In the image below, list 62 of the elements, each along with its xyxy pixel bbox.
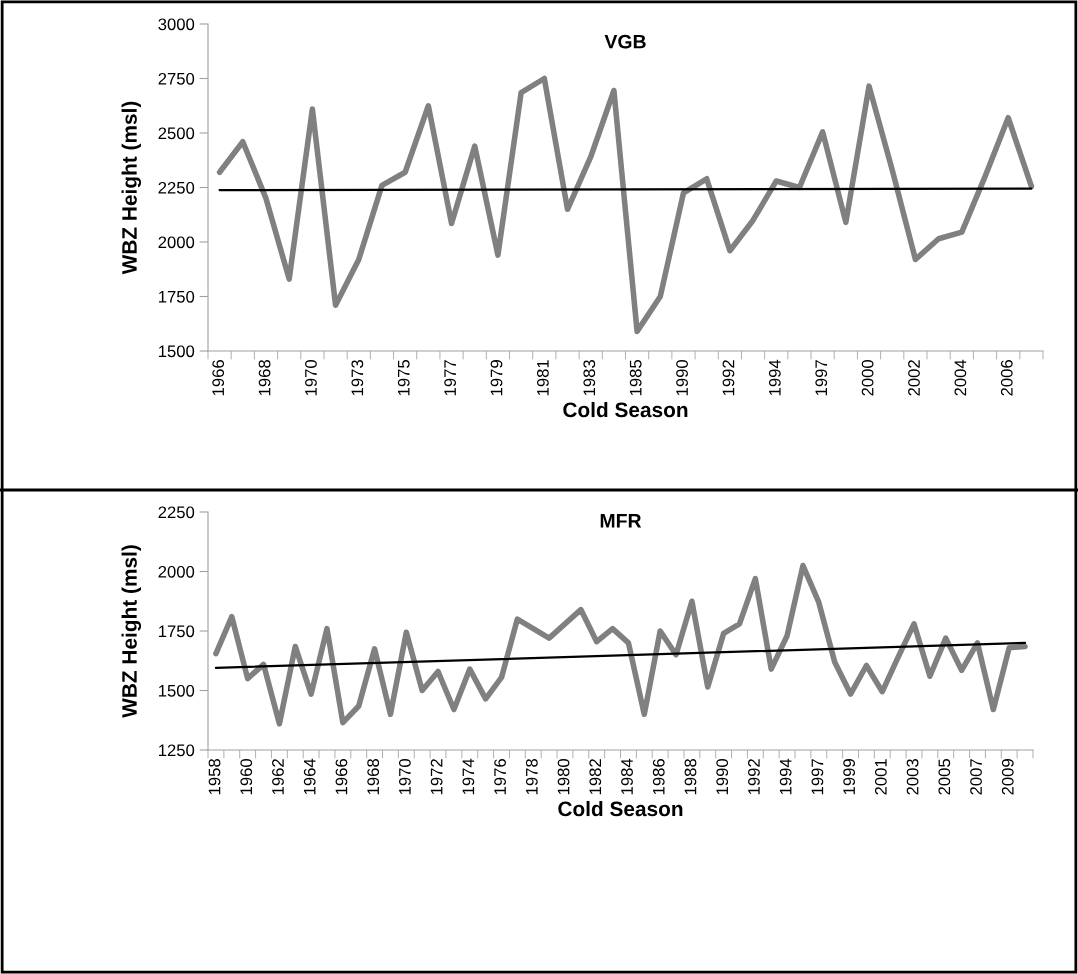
x-tick-label: 1994	[768, 359, 781, 396]
chart-title: VGB	[604, 34, 646, 49]
y-tick-label: 1250	[159, 744, 195, 757]
x-tick-label: 1958	[208, 759, 221, 795]
x-tick-label: 1966	[335, 759, 348, 795]
x-tick-label: 1979	[490, 360, 503, 396]
x-tick-label: 2001	[874, 759, 887, 795]
chart-title: MFR	[600, 514, 642, 528]
x-tick-label: 2007	[970, 759, 982, 795]
x-tick-label: 1977	[444, 360, 457, 396]
y-tick-label: 1500	[159, 684, 195, 697]
x-tick-label: 1974	[462, 758, 475, 795]
y-tick-label: 2750	[158, 72, 195, 85]
x-tick-label: 1962	[272, 759, 284, 795]
x-tick-label: 1975	[397, 360, 410, 396]
x-tick-label: 1970	[305, 359, 317, 396]
x-axis-title: Cold Season	[558, 800, 683, 817]
y-tick-label: 2000	[158, 565, 195, 578]
y-tick-label: 1750	[159, 625, 195, 638]
x-tick-label: 1986	[652, 759, 665, 795]
y-tick-label: 1750	[159, 290, 195, 303]
x-tick-label: 1966	[212, 360, 225, 396]
y-tick-label: 2000	[158, 236, 195, 249]
y-tick-label: 2250	[158, 506, 195, 519]
x-tick-label: 2004	[954, 359, 967, 396]
x-tick-label: 1983	[583, 360, 596, 396]
x-tick-label: 1992	[748, 759, 760, 795]
y-axis-title: WBZ Height (msl)	[121, 101, 142, 275]
x-tick-label: 1972	[430, 759, 443, 795]
y-tick-label: 2500	[158, 127, 195, 140]
x-tick-label: 1968	[367, 759, 380, 795]
x-tick-label: 1984	[621, 758, 633, 795]
x-tick-label: 1992	[722, 360, 735, 396]
x-tick-label: 1978	[525, 759, 538, 795]
x-tick-label: 1997	[811, 759, 824, 795]
x-tick-label: 1990	[676, 359, 688, 396]
x-tick-label: 1988	[684, 759, 697, 795]
x-tick-label: 1982	[589, 759, 602, 795]
x-tick-label: 1999	[843, 759, 856, 795]
x-tick-label: 1994	[779, 758, 792, 795]
x-tick-label: 1985	[629, 360, 642, 396]
x-tick-label: 2006	[1000, 360, 1013, 396]
x-tick-label: 2005	[938, 759, 951, 795]
x-tick-label: 1960	[240, 758, 253, 795]
y-tick-label: 3000	[158, 18, 195, 31]
x-tick-label: 2009	[1001, 759, 1014, 795]
x-tick-label: 1973	[351, 360, 364, 396]
x-tick-label: 1990	[716, 758, 729, 795]
x-tick-label: 1964	[303, 758, 316, 795]
y-tick-label: 2250	[158, 181, 195, 194]
x-tick-label: 1970	[398, 758, 411, 795]
x-tick-label: 2002	[908, 360, 920, 396]
x-tick-label: 1997	[815, 360, 828, 396]
x-tick-label: 2003	[906, 759, 919, 795]
x-tick-label: 2000	[861, 359, 874, 396]
y-axis-title: WBZ Height (msl)	[121, 545, 142, 718]
x-tick-label: 1976	[494, 759, 506, 795]
x-tick-label: 1980	[557, 758, 570, 795]
x-tick-label: 1981	[536, 360, 549, 396]
y-tick-label: 1500	[159, 345, 195, 358]
x-axis-title: Cold Season	[563, 401, 688, 418]
x-tick-label: 1968	[258, 360, 271, 396]
